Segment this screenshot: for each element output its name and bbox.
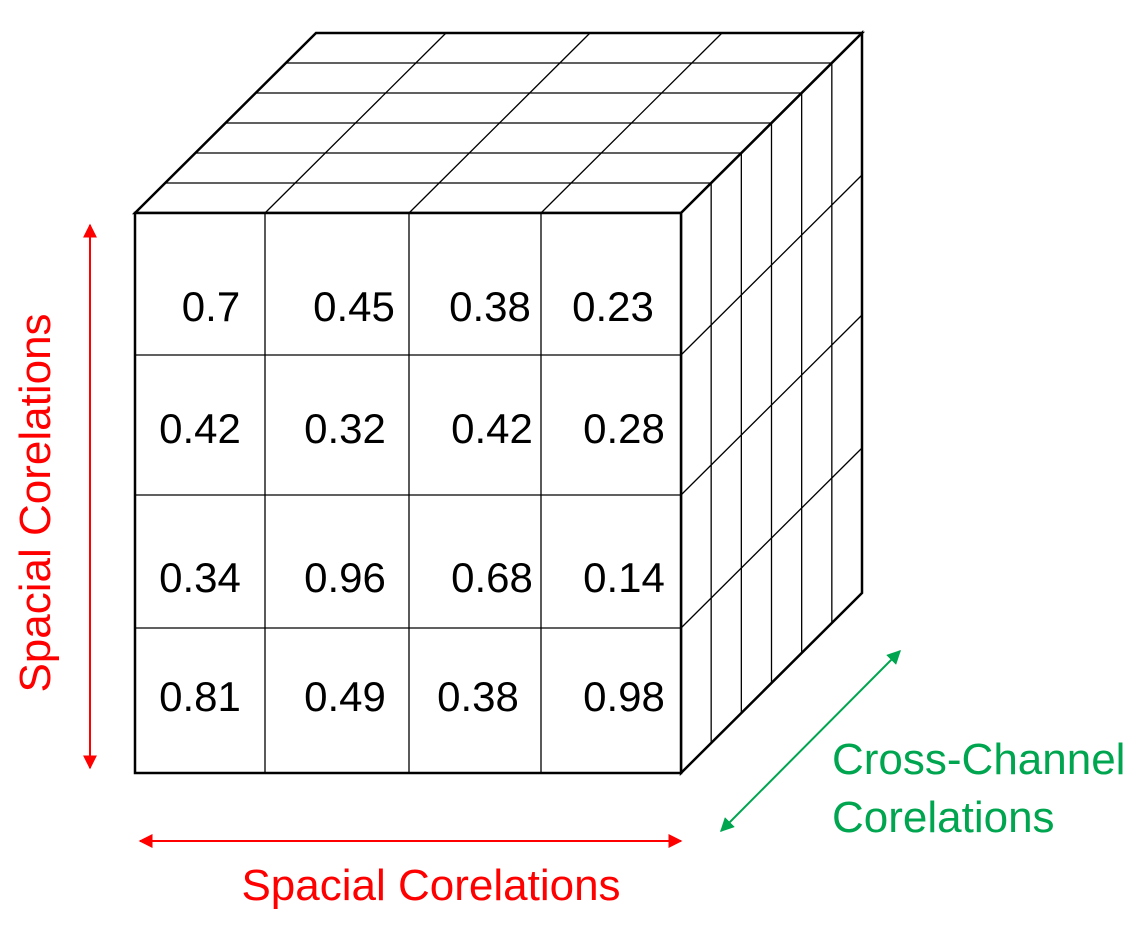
cell-r3-c4: 0.14: [583, 554, 665, 601]
top-face-grid: [165, 32, 832, 214]
cell-values: 0.7 0.45 0.38 0.23 0.42 0.32 0.42 0.28 0…: [159, 283, 665, 720]
cell-r2-c2: 0.32: [304, 405, 386, 452]
cell-r3-c2: 0.96: [304, 554, 386, 601]
side-grid-row-line: [680, 174, 863, 356]
cell-r4-c3: 0.38: [437, 673, 519, 720]
vertical-axis-label: Spacial Corelations: [11, 313, 60, 692]
cell-r2-c4: 0.28: [583, 405, 665, 452]
side-face-grid: [680, 63, 863, 743]
cell-r4-c1: 0.81: [159, 673, 241, 720]
top-grid-column-line: [408, 32, 591, 214]
cross-channel-label-line1: Cross-Channel: [832, 735, 1125, 784]
side-grid-row-line: [680, 447, 863, 629]
cell-r1-c2: 0.45: [313, 283, 395, 330]
cell-r1-c3: 0.38: [449, 283, 531, 330]
cell-r3-c3: 0.68: [451, 554, 533, 601]
front-face-grid: [135, 213, 681, 773]
horizontal-axis-label: Spacial Corelations: [241, 861, 620, 910]
cube: [131, 29, 866, 777]
cell-r4-c2: 0.49: [304, 673, 386, 720]
cell-r3-c1: 0.34: [159, 554, 241, 601]
cell-r2-c3: 0.42: [451, 405, 533, 452]
cube-front-face: [133, 211, 683, 775]
cell-r1-c4: 0.23: [572, 283, 654, 330]
side-grid-row-line: [680, 314, 863, 496]
top-grid-column-line: [264, 32, 447, 214]
cell-r2-c1: 0.42: [159, 405, 241, 452]
top-grid-column-line: [540, 32, 723, 214]
cross-channel-label-line2: Corelations: [832, 793, 1055, 842]
cross-channel-arrow: [720, 650, 901, 832]
cell-r1-c1: 0.7: [182, 283, 240, 330]
cell-r4-c4: 0.98: [583, 673, 665, 720]
